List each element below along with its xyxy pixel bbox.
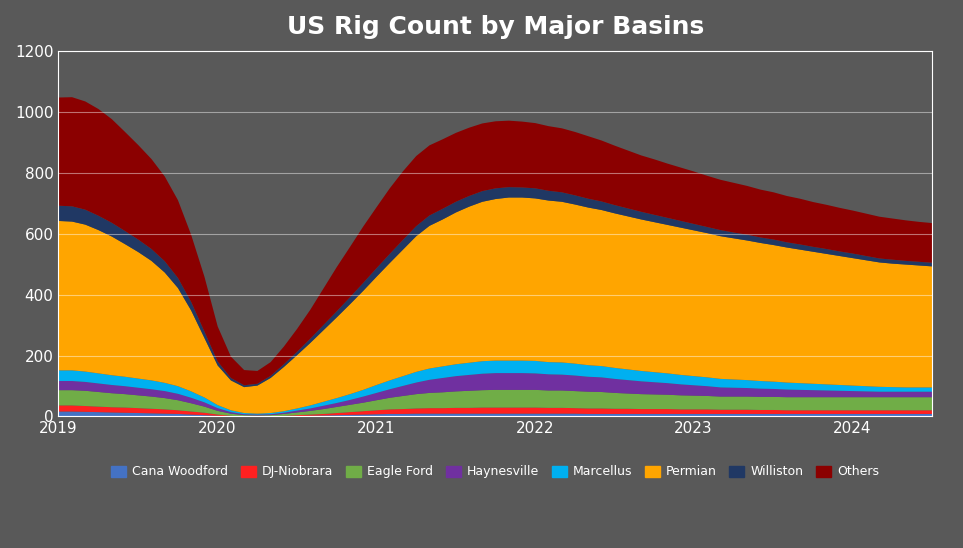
Title: US Rig Count by Major Basins: US Rig Count by Major Basins	[287, 15, 704, 39]
Legend: Cana Woodford, DJ-Niobrara, Eagle Ford, Haynesville, Marcellus, Permian, Willist: Cana Woodford, DJ-Niobrara, Eagle Ford, …	[106, 460, 884, 483]
